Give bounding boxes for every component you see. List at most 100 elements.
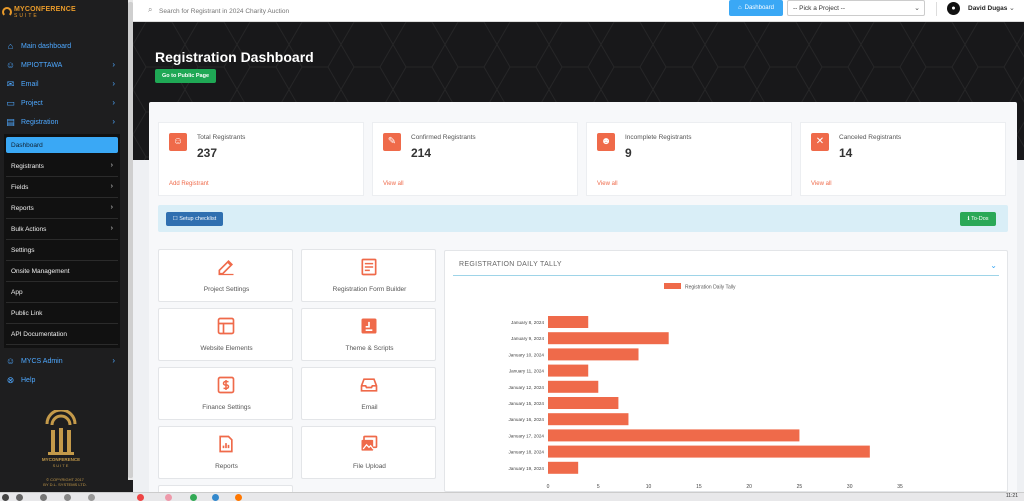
sidebar-item-registration[interactable]: ▤ Registration › [0,113,128,131]
sidebar-item-label: MPIOTTAWA [21,61,63,69]
sidebar-item-main-dashboard[interactable]: ⌂ Main dashboard [0,37,128,55]
sidebar-item-label: Email [21,80,39,88]
chevron-down-icon: ⌄ [914,5,920,12]
bar [548,348,639,361]
add-registrant-link[interactable]: Add Registrant [169,181,209,187]
submenu-item-dashboard[interactable]: Dashboard [6,137,118,153]
stat-value: 237 [197,146,218,160]
folder-icon: ▭ [6,97,15,108]
sidebar-item-label: Registration [21,118,59,126]
submenu-item-label: Reports [11,205,34,212]
tile-website-elements[interactable]: Website Elements [158,308,293,361]
view-all-canceled-link[interactable]: View all [811,181,832,187]
bar-chart: Registration Daily Tally January 8, 2024 J… [508,283,903,490]
sidebar: MYCONFERENCE SUITE ⌂ Main dashboard ☺ MP… [0,0,133,501]
user-check-icon: ✎ [383,133,401,151]
submenu-item-onsite-management[interactable]: Onsite Management [6,262,118,282]
tile-email[interactable]: Email [301,367,436,420]
chevron-right-icon: › [112,79,115,88]
chart-panel-title: REGISTRATION DAILY TALLY [459,261,562,268]
layout-icon [217,317,235,335]
go-to-public-page-button[interactable]: Go to Public Page [155,69,216,83]
stat-card-canceled: ✕ Canceled Registrants 14 [800,122,1006,196]
taskbar-app-icon[interactable] [40,494,47,501]
sidebar-item-project[interactable]: ▭ Project › [0,94,128,112]
chevron-right-icon: › [112,60,115,69]
project-select-value: -- Pick a Project -- [793,4,846,12]
footer-logo-icon [45,408,77,455]
y-tick-label: January 19, 2024 [508,466,544,471]
submenu-item-fields[interactable]: Fields › [6,178,118,198]
x-tick-label: 0 [547,484,550,490]
dashboard-button[interactable]: ⌂ Dashboard [729,0,783,16]
form-icon [361,258,377,276]
submenu-item-api-documentation[interactable]: API Documentation [6,325,118,345]
sidebar-item-label: MYCS Admin [21,357,63,365]
y-tick-label: January 9, 2024 [511,336,544,341]
taskbar-app-icon[interactable] [137,494,144,501]
sidebar-item-help[interactable]: ⊗ Help [0,371,128,389]
tile-reports[interactable]: Reports [158,426,293,479]
submenu-item-registrants[interactable]: Registrants › [6,157,118,177]
legend-swatch [664,283,681,289]
user-icon: ☺ [5,59,16,70]
sidebar-item-email[interactable]: ✉ Email › [0,75,128,93]
sidebar-item-label: Main dashboard [21,42,72,50]
dashboard-button-label: Dashboard [744,5,774,11]
edit-icon [218,259,234,276]
taskbar-app-icon[interactable] [88,494,95,501]
footer-logo-name: MYCONFERENCE [41,457,81,462]
view-all-confirmed-link[interactable]: View all [383,181,404,187]
taskbar-app-icon[interactable] [235,494,242,501]
view-all-incomplete-link[interactable]: View all [597,181,618,187]
submenu-item-app[interactable]: App [6,283,118,303]
avatar[interactable]: ● [947,2,960,15]
theme-icon [361,318,377,334]
image-icon [361,435,378,451]
y-tick-label: January 11, 2024 [509,369,545,374]
tile-file-upload[interactable]: File Upload [301,426,436,479]
submenu-item-settings[interactable]: Settings [6,241,118,261]
submenu-item-reports[interactable]: Reports › [6,199,118,219]
taskbar-app-icon[interactable] [64,494,71,501]
taskbar-app-icon[interactable] [165,494,172,501]
setup-checklist-button[interactable]: ☐ Setup checklist [166,212,223,226]
footer-logo-sub: SUITE [52,463,70,468]
project-select[interactable]: -- Pick a Project -- ⌄ [787,0,925,16]
clipboard-icon: ▤ [6,116,15,127]
taskbar-app-icon[interactable] [190,494,197,501]
inbox-icon [360,378,378,392]
user-minus-icon: ☻ [597,133,615,151]
todos-button[interactable]: ℹ To-Dos [960,212,996,226]
tile-project-settings[interactable]: Project Settings [158,249,293,302]
user-x-icon: ✕ [811,133,829,151]
taskbar-app-icon[interactable] [212,494,219,501]
main-panel: ☺ Total Registrants 237 Add Registrant ✎… [149,102,1017,501]
sidebar-item-mpiottawa[interactable]: ☺ MPIOTTAWA › [0,56,128,74]
windows-start-icon[interactable] [2,494,9,501]
y-tick-label: January 10, 2024 [508,352,544,357]
copyright-line: © COPYRIGHT 2017 [46,477,84,482]
sidebar-item-mycs-admin[interactable]: ☺ MYCS Admin › [0,352,128,370]
sidebar-scrollbar-thumb[interactable] [128,2,133,478]
tile-label: Theme & Scripts [345,345,394,352]
chevron-down-icon[interactable]: ⌄ [990,261,997,270]
submenu-item-public-link[interactable]: Public Link [6,304,118,324]
tile-theme-scripts[interactable]: Theme & Scripts [301,308,436,361]
help-icon: ⊗ [6,374,15,385]
tile-registration-form-builder[interactable]: Registration Form Builder [301,249,436,302]
sidebar-scrollbar[interactable] [128,0,133,480]
search-input[interactable] [159,4,459,18]
submenu-item-label: Public Link [11,310,43,317]
y-tick-label: January 15, 2024 [508,401,544,406]
bar [548,397,619,409]
taskbar-app-icon[interactable] [16,494,23,501]
submenu-item-bulk-actions[interactable]: Bulk Actions › [6,220,118,240]
bar [548,413,629,426]
tile-finance-settings[interactable]: Finance Settings [158,367,293,420]
chevron-down-icon[interactable]: ⌄ [1009,5,1015,12]
stat-label: Canceled Registrants [839,134,902,141]
y-tick-label: January 8, 2024 [511,320,544,325]
brand-logo[interactable]: MYCONFERENCE SUITE [2,6,76,26]
user-name[interactable]: David Dugas [968,5,1008,12]
